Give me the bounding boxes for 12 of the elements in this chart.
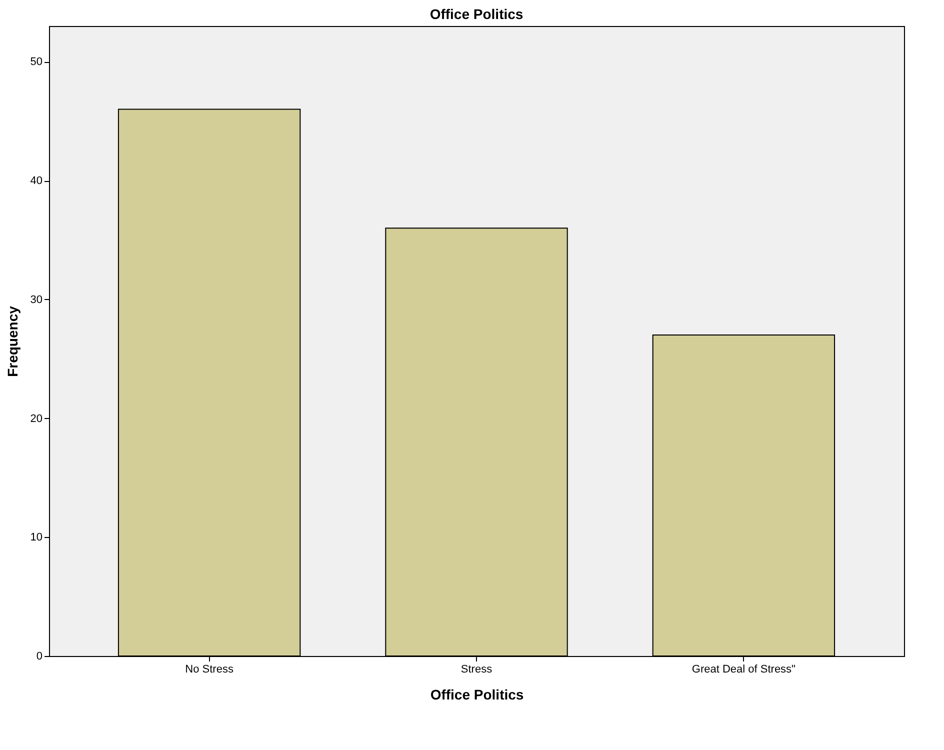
- x-tick-label: Stress: [460, 664, 493, 676]
- x-tick-label: No Stress: [185, 664, 234, 676]
- x-axis-title: Office Politics: [430, 686, 524, 702]
- x-tick-label: Great Deal of Stress": [692, 664, 796, 676]
- chart-title: Office Politics: [430, 6, 524, 22]
- y-tick-label: 0: [36, 650, 42, 662]
- y-axis-title: Frequency: [4, 306, 20, 377]
- y-tick-label: 50: [30, 56, 42, 68]
- y-tick-label: 10: [30, 532, 42, 544]
- y-tick-label: 40: [30, 175, 42, 188]
- y-tick-label: 20: [30, 412, 42, 425]
- y-tick-label: 30: [30, 294, 42, 306]
